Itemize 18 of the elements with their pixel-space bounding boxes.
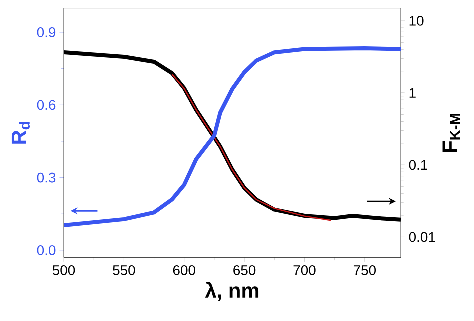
x-tick-label: 650 <box>234 265 256 276</box>
x-tick-label: 550 <box>113 265 136 276</box>
y-tick-label: 0.9 <box>37 28 56 38</box>
text: R$_{d}$ <box>12 122 30 144</box>
y2-tick-label: 0.1 <box>409 160 428 170</box>
x-tick-label: 600 <box>173 265 196 276</box>
line-series <box>172 74 332 222</box>
y2-tick-label: 0.01 <box>409 232 436 242</box>
y2-tick-label: 1 <box>410 88 416 98</box>
x-tick-label: 750 <box>354 265 376 276</box>
x-tick-label: 700 <box>294 265 316 276</box>
x-axis-title: λ, nm <box>205 282 259 302</box>
y-tick-label: 0.6 <box>37 100 56 110</box>
y2-tick-label: 10 <box>410 16 424 26</box>
y-tick-label: 0.0 <box>37 245 56 256</box>
y-tick-label: 0.3 <box>37 172 56 183</box>
x-tick-label: 500 <box>52 265 76 276</box>
text: F$_{K-M}$ <box>442 114 460 152</box>
